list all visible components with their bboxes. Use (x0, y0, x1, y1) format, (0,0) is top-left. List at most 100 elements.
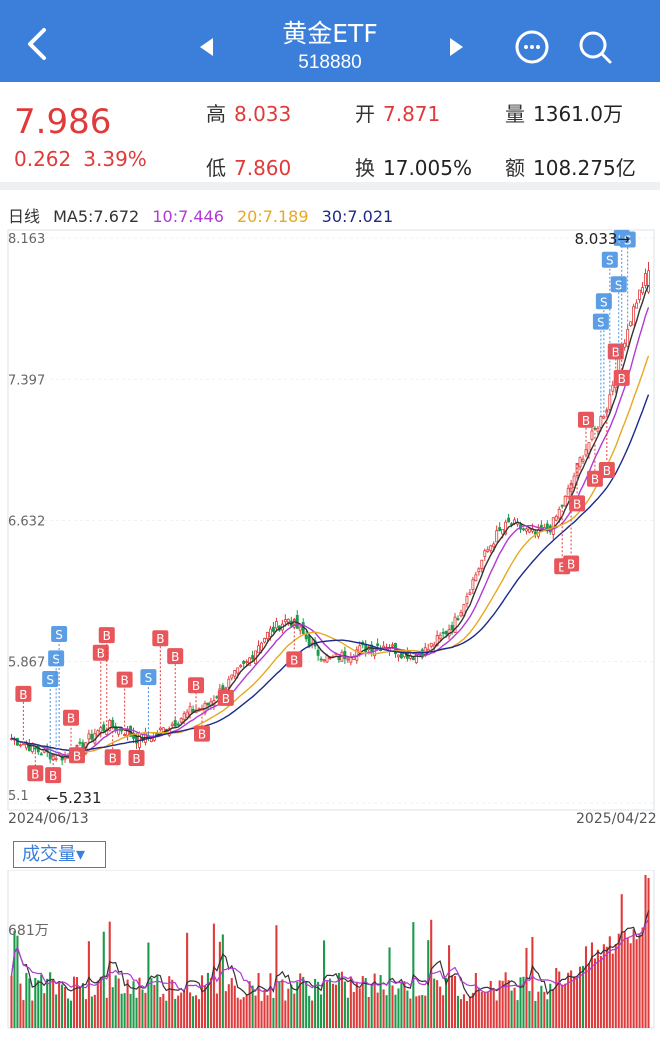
buy-signal-tag[interactable] (578, 411, 594, 428)
buy-signal-label: B (19, 688, 27, 702)
back-icon[interactable] (22, 26, 58, 66)
sell-signal-label: S (600, 295, 608, 309)
candle-body (453, 616, 457, 633)
candle-body (471, 579, 475, 590)
volume-ma-line (10, 910, 650, 999)
volume-bar (400, 981, 403, 1028)
sell-signal-tag[interactable] (595, 293, 612, 310)
candle-body (215, 696, 219, 699)
volume-bar (590, 942, 593, 1028)
volume-bar (433, 978, 436, 1028)
sell-signal-tag[interactable] (592, 313, 609, 330)
search-icon[interactable] (576, 28, 614, 66)
volume-bar (537, 991, 540, 1028)
candle-body (185, 711, 189, 718)
volume-bar (409, 998, 412, 1028)
buy-signal-tag[interactable] (116, 671, 133, 688)
kline-y-tick: 5.1 (8, 789, 29, 804)
volume-chart[interactable] (0, 870, 660, 1030)
chat-icon[interactable] (513, 28, 551, 66)
buy-signal-label: B (222, 692, 230, 706)
volume-bar (584, 946, 588, 1028)
buy-signal-label: B (582, 414, 590, 428)
volume-bar (549, 983, 552, 1028)
volume-bar (573, 976, 576, 1028)
candle-body (480, 559, 484, 569)
buy-signal-tag[interactable] (217, 689, 234, 706)
candle-body (486, 549, 490, 552)
buy-signal-tag[interactable] (167, 648, 184, 665)
volume-bar (200, 975, 204, 1028)
volume-bar (343, 981, 346, 1028)
volume-bar (644, 874, 647, 1028)
buy-signal-tag[interactable] (563, 555, 580, 572)
volume-bar (552, 989, 555, 1028)
candle-body (528, 528, 531, 533)
candle-body (584, 449, 588, 456)
volume-bar (84, 999, 87, 1028)
buy-signal-tag[interactable] (286, 651, 303, 668)
previous-security-icon[interactable] (197, 36, 217, 63)
volume-bar (629, 943, 632, 1028)
candle-body (465, 596, 469, 604)
buy-signal-tag[interactable] (194, 725, 210, 742)
volume-bar (492, 987, 495, 1028)
caret-down-icon: ▾ (76, 844, 86, 865)
volume-bar (52, 978, 55, 1028)
volume-bar (236, 997, 239, 1028)
buy-signal-tag[interactable] (63, 709, 80, 726)
buy-signal-tag[interactable] (188, 677, 205, 694)
buy-signal-label: B (156, 632, 164, 646)
volume-bar (67, 998, 70, 1028)
sell-signal-tag[interactable] (42, 670, 59, 687)
volume-bar (367, 996, 370, 1028)
buy-signal-label: B (97, 647, 105, 661)
sell-signal-tag[interactable] (48, 650, 65, 667)
sell-signal-tag[interactable] (51, 625, 68, 642)
buy-signal-tag[interactable] (598, 461, 615, 478)
sell-signal-label: S (145, 671, 153, 685)
candle-body (644, 273, 647, 286)
candle-body (343, 650, 347, 660)
period-label[interactable]: 日线 (8, 207, 41, 226)
candle-body (304, 634, 308, 640)
sell-signal-tag[interactable] (601, 251, 618, 268)
candle-body (456, 618, 460, 620)
next-security-icon[interactable] (446, 36, 466, 63)
volume-bar (281, 979, 284, 1028)
volume-bar (611, 953, 614, 1028)
volume-bar (465, 1000, 468, 1028)
buy-signal-tag[interactable] (104, 749, 121, 766)
kline-chart[interactable]: BBBBBBBBBBBBBBBBBBBBBBBBSSSSSSSSSS 8.163… (0, 228, 660, 813)
candle-body (450, 625, 454, 631)
candle-body (286, 618, 290, 623)
candle-body (126, 729, 130, 736)
candle-body (501, 529, 505, 535)
volume-bar (25, 972, 28, 1028)
buy-signal-tag[interactable] (98, 627, 115, 644)
volume-bar (442, 995, 445, 1028)
low-value: 7.860 (234, 156, 292, 180)
volume-bar (495, 1000, 498, 1028)
amount-value: 108.275亿 (533, 156, 636, 180)
buy-signal-tag[interactable] (569, 495, 586, 512)
buy-signal-tag[interactable] (128, 750, 145, 767)
buy-signal-tag[interactable] (27, 765, 44, 782)
sell-signal-tag[interactable] (140, 669, 157, 686)
sell-signal-tag[interactable] (619, 231, 636, 248)
buy-signal-tag[interactable] (613, 369, 630, 386)
volume-indicator-selector[interactable]: 成交量▾ (13, 841, 106, 868)
buy-signal-tag[interactable] (152, 630, 169, 647)
volume-bar (456, 995, 460, 1028)
buy-signal-tag[interactable] (15, 685, 32, 702)
buy-signal-tag[interactable] (92, 644, 109, 661)
buy-signal-tag[interactable] (68, 747, 85, 764)
buy-signal-tag[interactable] (607, 343, 624, 360)
volume-bar (138, 977, 141, 1028)
volume-bar (287, 988, 290, 1028)
sell-signal-tag[interactable] (610, 276, 627, 293)
buy-signal-tag[interactable] (45, 767, 62, 784)
candle-body (489, 545, 493, 551)
buy-signal-label: B (132, 752, 140, 766)
volume-bar (159, 996, 162, 1028)
